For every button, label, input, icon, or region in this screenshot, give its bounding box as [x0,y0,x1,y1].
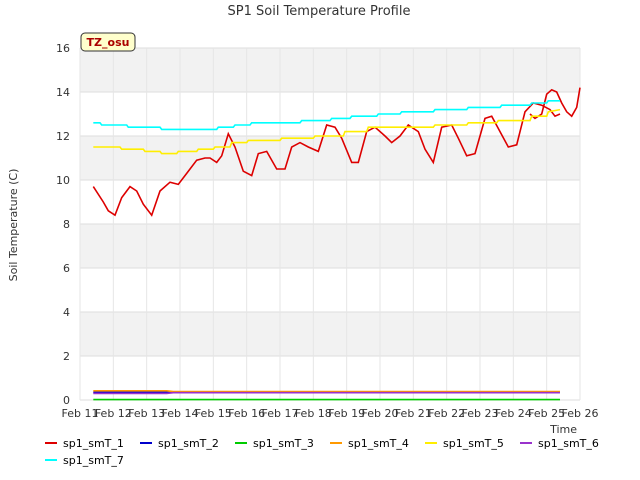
plot-band [80,224,580,268]
sp1_smT_3-legend-label: sp1_smT_3 [253,437,314,450]
sp1_smT_6-line [93,391,560,395]
y-axis-label: Soil Temperature (C) [7,169,20,282]
grid-lines [79,47,581,401]
y-tick-label: 2 [63,350,70,363]
sp1_smT_7-line [93,100,560,131]
sp1_smT_5-line [93,108,561,155]
y-tick-label: 12 [56,130,70,143]
y-tick-label: 0 [63,394,70,407]
y-tick-label: 14 [56,86,70,99]
sp1_smT_2-legend-label: sp1_smT_2 [158,437,219,450]
sp1_smT_7-legend-label: sp1_smT_7 [63,454,124,467]
chart-title: SP1 Soil Temperature Profile [228,4,411,19]
plot-band [80,136,580,180]
x-tick-label: Feb 18 [295,407,332,420]
x-tick-label: Feb 22 [428,407,465,420]
x-tick-label: Feb 12 [95,407,132,420]
x-tick-label: Feb 17 [262,407,299,420]
y-tick-label: 10 [56,174,70,187]
x-tick-label: Feb 13 [128,407,165,420]
sp1_smT_4-line [93,389,560,393]
plot-band [80,312,580,356]
tz-badge-label: TZ_osu [87,36,130,49]
x-tick-label: Feb 14 [162,407,199,420]
sp1_smT_1-line [92,102,561,217]
legend: sp1_smT_1 sp1_smT_2 sp1_smT_3 sp1_smT_4 sp1_… [45,437,599,467]
y-axis-ticks: 0 2 4 6 8 10 12 14 16 [56,42,70,407]
x-tick-label: Feb 26 [562,407,599,420]
sp1_smT_1-legend-label: sp1_smT_1 [63,437,124,450]
x-tick-label: Feb 15 [195,407,232,420]
x-tick-label: Feb 16 [228,407,265,420]
sp1_smT_6-legend-label: sp1_smT_6 [538,437,599,450]
sp1_smT_4-legend-label: sp1_smT_4 [348,437,409,450]
y-tick-label: 4 [63,306,70,319]
x-tick-label: Feb 21 [395,407,432,420]
y-tick-label: 8 [63,218,70,231]
sp1_smT_5-legend-label: sp1_smT_5 [443,437,504,450]
x-tick-label: Feb 19 [328,407,365,420]
x-tick-label: Feb 11 [62,407,99,420]
x-tick-label: Feb 23 [462,407,499,420]
plot-band [80,48,580,92]
x-tick-label: Feb 25 [528,407,565,420]
x-axis-label: Time [549,423,577,436]
y-tick-label: 6 [63,262,70,275]
tz-badge-box [80,32,136,52]
x-tick-label: Feb 24 [495,407,532,420]
y-tick-label: 16 [56,42,70,55]
x-tick-label: Feb 20 [362,407,399,420]
tz-badge: TZ_osu [80,32,136,52]
series-lines [92,87,581,401]
